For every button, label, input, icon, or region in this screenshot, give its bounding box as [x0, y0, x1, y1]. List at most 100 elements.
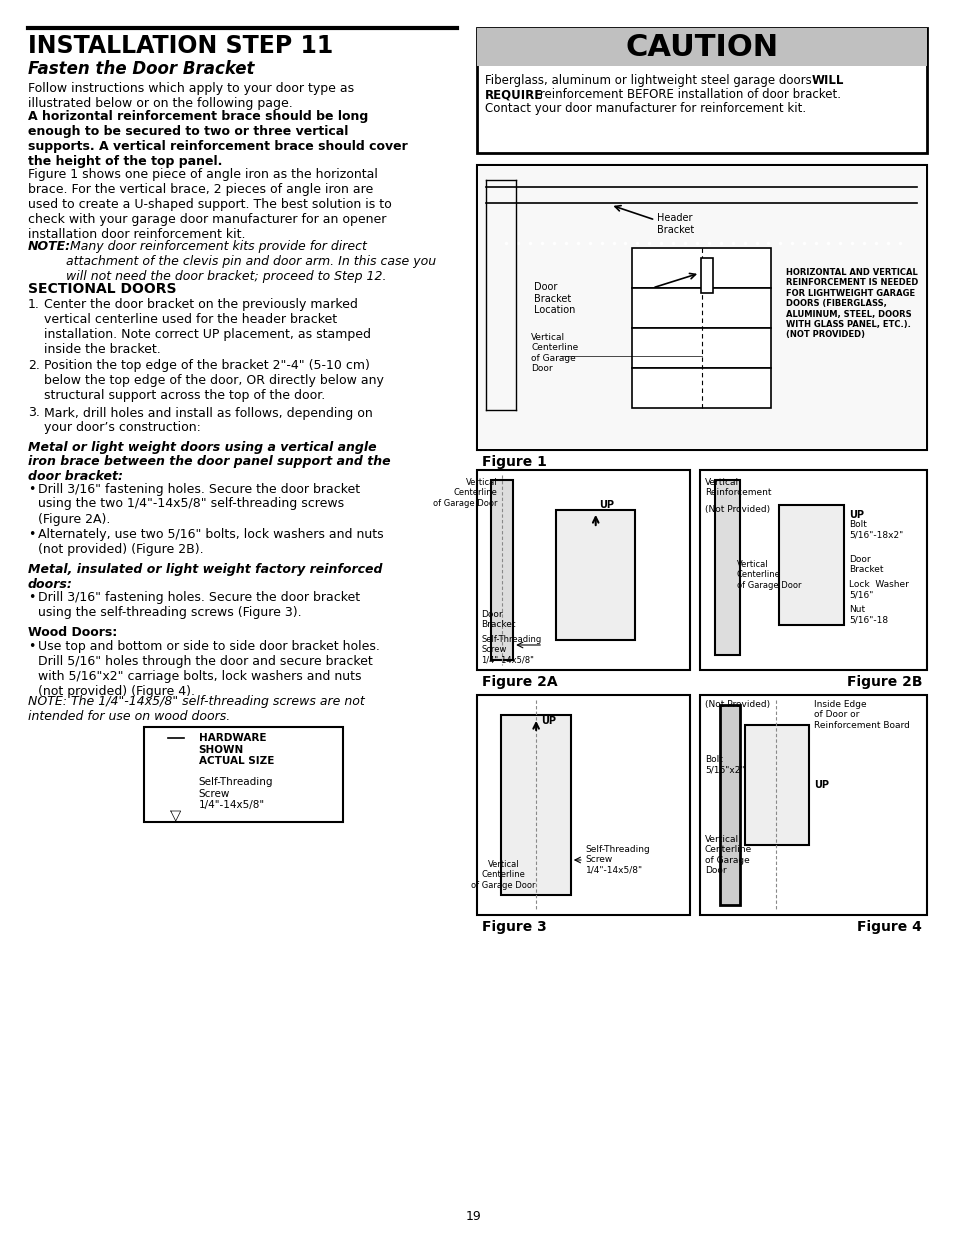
Text: Figure 2A: Figure 2A: [481, 676, 557, 689]
Text: Door
Bracket: Door Bracket: [848, 555, 882, 574]
Circle shape: [531, 858, 540, 868]
Text: SECTIONAL DOORS: SECTIONAL DOORS: [28, 282, 176, 296]
Text: Center the door bracket on the previously marked
vertical centerline used for th: Center the door bracket on the previousl…: [44, 298, 371, 356]
Text: Self-Threading
Screw
1/4"-14x5/8": Self-Threading Screw 1/4"-14x5/8": [585, 845, 650, 874]
Ellipse shape: [678, 210, 700, 224]
Text: 1.: 1.: [28, 298, 40, 311]
Polygon shape: [171, 811, 180, 821]
Circle shape: [722, 488, 730, 496]
Wedge shape: [170, 783, 181, 789]
Bar: [632, 248, 771, 288]
Bar: [477, 165, 925, 450]
Circle shape: [497, 592, 506, 600]
Circle shape: [771, 809, 781, 819]
Text: •: •: [28, 529, 35, 541]
Bar: [144, 727, 342, 823]
Text: Alternately, use two 5/16" bolts, lock washers and nuts
(not provided) (Figure 2: Alternately, use two 5/16" bolts, lock w…: [38, 529, 383, 556]
Bar: [556, 510, 635, 640]
Bar: [476, 28, 926, 153]
Text: HARDWARE
SHOWN
ACTUAL SIZE: HARDWARE SHOWN ACTUAL SIZE: [198, 734, 274, 766]
Text: •: •: [28, 592, 35, 604]
Ellipse shape: [776, 210, 798, 224]
Text: Figure 1: Figure 1: [481, 454, 546, 469]
Text: CAUTION: CAUTION: [625, 32, 778, 62]
Circle shape: [590, 579, 600, 589]
Bar: [632, 288, 771, 329]
Text: Self-Threading
Screw
1/4"-14x5/8": Self-Threading Screw 1/4"-14x5/8": [198, 777, 273, 810]
Text: Follow instructions which apply to your door type as
illustrated below or on the: Follow instructions which apply to your …: [28, 82, 354, 110]
Text: •: •: [28, 483, 35, 495]
Bar: [476, 695, 689, 915]
Wedge shape: [170, 799, 181, 805]
Polygon shape: [486, 186, 917, 203]
Text: Vertical
Centerline
of Garage Door: Vertical Centerline of Garage Door: [433, 478, 497, 508]
Wedge shape: [170, 760, 181, 764]
Text: Vertical
Centerline
of Garage Door: Vertical Centerline of Garage Door: [471, 860, 535, 889]
Wedge shape: [170, 767, 181, 773]
Text: Vertical
Centerline
of Garage
Door: Vertical Centerline of Garage Door: [531, 333, 578, 373]
Circle shape: [497, 488, 506, 496]
Text: 3.: 3.: [28, 406, 40, 420]
Text: Metal or light weight doors using a vertical angle
iron brace between the door p: Metal or light weight doors using a vert…: [28, 441, 390, 483]
Text: Use top and bottom or side to side door bracket holes.
Drill 5/16" holes through: Use top and bottom or side to side door …: [38, 640, 379, 698]
Text: Drill 3/16" fastening holes. Secure the door bracket
using the self-threading sc: Drill 3/16" fastening holes. Secure the …: [38, 592, 359, 619]
Ellipse shape: [800, 210, 822, 224]
Text: Vertical
Centerline
of Garage Door: Vertical Centerline of Garage Door: [736, 559, 801, 590]
Bar: [700, 258, 712, 293]
Text: UP: UP: [848, 510, 863, 520]
Text: Figure 3: Figure 3: [481, 920, 546, 934]
Circle shape: [531, 826, 540, 836]
Text: NOTE: The 1/4"-14x5/8" self-threading screws are not
intended for use on wood do: NOTE: The 1/4"-14x5/8" self-threading sc…: [28, 695, 364, 722]
Circle shape: [497, 566, 506, 574]
Text: UP: UP: [813, 781, 828, 790]
Ellipse shape: [654, 210, 676, 224]
Circle shape: [703, 284, 709, 289]
Text: (Not Provided): (Not Provided): [704, 505, 769, 514]
Text: A horizontal reinforcement brace should be long
enough to be secured to two or t: A horizontal reinforcement brace should …: [28, 110, 407, 168]
Circle shape: [531, 730, 540, 740]
Text: Self-Threading
Screw
1/4"-14x5/8": Self-Threading Screw 1/4"-14x5/8": [481, 635, 541, 664]
Text: NOTE:: NOTE:: [28, 240, 71, 253]
Wedge shape: [170, 790, 181, 797]
Bar: [632, 368, 771, 408]
Circle shape: [497, 618, 506, 626]
Circle shape: [531, 794, 540, 804]
Text: (Not Provided): (Not Provided): [704, 700, 769, 709]
Circle shape: [771, 777, 781, 787]
Circle shape: [497, 540, 506, 548]
Bar: [501, 715, 570, 895]
Ellipse shape: [726, 210, 749, 224]
Circle shape: [722, 566, 730, 574]
Ellipse shape: [605, 210, 627, 224]
Wedge shape: [170, 806, 181, 813]
Text: WILL: WILL: [811, 74, 843, 86]
Ellipse shape: [702, 210, 724, 224]
Text: REQUIRE: REQUIRE: [484, 88, 542, 101]
Text: Mark, drill holes and install as follows, depending on
your door’s construction:: Mark, drill holes and install as follows…: [44, 406, 372, 435]
Circle shape: [531, 762, 540, 772]
Ellipse shape: [751, 210, 773, 224]
Text: UP: UP: [598, 500, 613, 510]
Text: Contact your door manufacturer for reinforcement kit.: Contact your door manufacturer for reinf…: [484, 103, 804, 115]
Circle shape: [703, 261, 709, 266]
Text: Wood Doors:: Wood Doors:: [28, 626, 117, 638]
Circle shape: [497, 514, 506, 522]
Circle shape: [805, 585, 815, 595]
Circle shape: [722, 514, 730, 522]
Text: Door
Bracket
Location: Door Bracket Location: [534, 282, 575, 315]
Text: •: •: [28, 640, 35, 653]
Bar: [714, 480, 739, 655]
Ellipse shape: [580, 210, 602, 224]
Text: Inside Edge
of Door or
Reinforcement Board: Inside Edge of Door or Reinforcement Boa…: [813, 700, 909, 730]
Ellipse shape: [824, 210, 846, 224]
Text: Vertical
Centerline
of Garage
Door: Vertical Centerline of Garage Door: [704, 835, 751, 876]
Text: Many door reinforcement kits provide for direct
attachment of the clevis pin and: Many door reinforcement kits provide for…: [66, 240, 436, 283]
Bar: [476, 165, 926, 450]
Text: Nut
5/16"-18: Nut 5/16"-18: [848, 605, 887, 625]
Circle shape: [590, 552, 600, 562]
Ellipse shape: [629, 210, 652, 224]
FancyBboxPatch shape: [161, 732, 191, 746]
Text: HORIZONTAL AND VERTICAL
REINFORCEMENT IS NEEDED
FOR LIGHTWEIGHT GARAGE
DOORS (FI: HORIZONTAL AND VERTICAL REINFORCEMENT IS…: [785, 268, 918, 340]
Wedge shape: [170, 776, 181, 781]
Text: reinforcement BEFORE installation of door bracket.: reinforcement BEFORE installation of doo…: [536, 88, 841, 101]
